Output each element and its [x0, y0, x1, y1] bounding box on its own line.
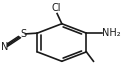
Text: Cl: Cl — [51, 3, 61, 13]
Text: S: S — [21, 29, 27, 39]
Text: N: N — [1, 42, 8, 52]
Text: NH₂: NH₂ — [102, 28, 121, 38]
